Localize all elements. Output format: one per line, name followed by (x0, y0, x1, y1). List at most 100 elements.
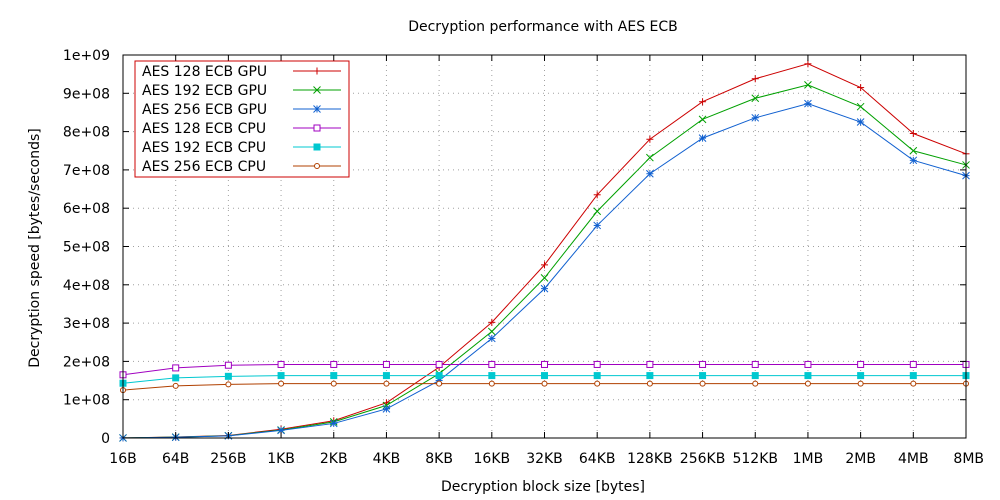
data-point (593, 360, 601, 368)
legend-item: AES 256 ECB CPU (142, 159, 341, 175)
y-tick-label: 1e+08 (63, 393, 110, 409)
data-point (856, 118, 865, 126)
data-point (699, 372, 707, 380)
data-point (172, 374, 180, 382)
data-point (540, 284, 549, 293)
data-point (751, 372, 759, 380)
legend-label: AES 128 ECB CPU (142, 121, 266, 137)
data-point (593, 372, 601, 380)
legend-label: AES 256 ECB CPU (142, 159, 266, 175)
data-point (487, 327, 496, 336)
x-tick-label: 16KB (474, 451, 511, 467)
legend-item: AES 192 ECB CPU (142, 140, 341, 156)
y-tick-label: 0 (101, 431, 110, 447)
data-point (646, 360, 654, 368)
x-tick-label: 32KB (526, 451, 563, 467)
data-point (593, 221, 602, 230)
data-point (277, 426, 285, 435)
legend-label: AES 128 ECB GPU (142, 64, 267, 80)
data-point (541, 261, 548, 269)
data-point (804, 60, 812, 68)
legend-item: AES 128 ECB GPU (142, 64, 341, 80)
data-point (277, 372, 285, 380)
data-point (172, 382, 179, 389)
x-tick-label: 1MB (793, 451, 824, 467)
x-axis-label: Decryption block size [bytes] (441, 479, 645, 495)
legend-marker (313, 105, 321, 113)
legend-marker (313, 143, 321, 151)
data-point (383, 380, 390, 387)
data-point (909, 372, 917, 380)
y-axis-label: Decryption speed [bytes/seconds] (27, 128, 43, 367)
legend-label: AES 192 ECB GPU (142, 83, 267, 99)
data-point (224, 372, 232, 380)
data-point (646, 372, 654, 380)
data-point (646, 169, 654, 178)
x-tick-label: 256KB (680, 451, 726, 467)
x-tick-label: 2MB (845, 451, 876, 467)
data-point (857, 84, 865, 92)
x-tick-label: 8MB (953, 451, 984, 467)
data-point (751, 113, 760, 122)
data-point (751, 75, 759, 83)
chart-title: Decryption performance with AES ECB (408, 19, 678, 35)
y-tick-label: 9e+08 (63, 86, 110, 102)
legend-item: AES 192 ECB GPU (142, 83, 341, 99)
data-point (698, 134, 707, 142)
data-point (856, 102, 865, 111)
data-point (857, 360, 865, 368)
data-point (910, 380, 917, 387)
data-point (488, 372, 496, 380)
data-point (909, 146, 918, 155)
data-point (804, 380, 811, 387)
data-point (541, 380, 548, 387)
x-tick-label: 128KB (627, 451, 673, 467)
data-point (278, 380, 285, 387)
data-point (541, 360, 548, 368)
x-tick-label: 4MB (898, 451, 929, 467)
data-point (857, 380, 864, 387)
data-point (804, 99, 812, 108)
data-point (172, 364, 180, 372)
data-point (699, 380, 706, 387)
data-point (435, 360, 443, 368)
data-point (330, 372, 338, 380)
x-tick-label: 8KB (425, 451, 453, 467)
legend-marker (313, 124, 321, 132)
data-point (909, 130, 917, 138)
y-tick-label: 8e+08 (63, 125, 110, 141)
y-tick-label: 6e+08 (63, 201, 110, 217)
legend-item: AES 256 ECB GPU (142, 102, 341, 118)
x-tick-label: 4KB (373, 451, 401, 467)
x-tick-label: 16B (109, 451, 136, 467)
data-point (277, 360, 285, 368)
legend-item: AES 128 ECB CPU (142, 121, 341, 137)
legend-label: AES 256 ECB GPU (142, 102, 267, 118)
data-point (487, 334, 496, 343)
legend-marker (314, 163, 320, 169)
data-point (330, 380, 337, 387)
plot-frame (122, 54, 967, 439)
data-point (594, 380, 601, 387)
data-point (436, 380, 443, 387)
data-point (646, 135, 654, 143)
data-point (224, 361, 232, 369)
legend: AES 128 ECB GPU AES 192 ECB GPU AES 256 EC… (134, 60, 350, 178)
y-tick-label: 3e+08 (63, 316, 110, 332)
data-point (541, 372, 548, 380)
data-point (857, 372, 865, 380)
data-point (329, 419, 338, 428)
x-tick-label: 256B (210, 451, 246, 467)
data-point (804, 372, 812, 380)
data-point (752, 380, 759, 387)
y-tick-label: 5e+08 (63, 240, 110, 256)
data-point (699, 360, 707, 368)
data-point (646, 153, 654, 162)
x-tick-label: 2KB (320, 451, 348, 467)
data-point (435, 372, 443, 380)
data-point (540, 274, 549, 282)
data-point (488, 380, 495, 387)
data-point (382, 405, 391, 413)
y-tick-label: 2e+08 (63, 354, 110, 370)
